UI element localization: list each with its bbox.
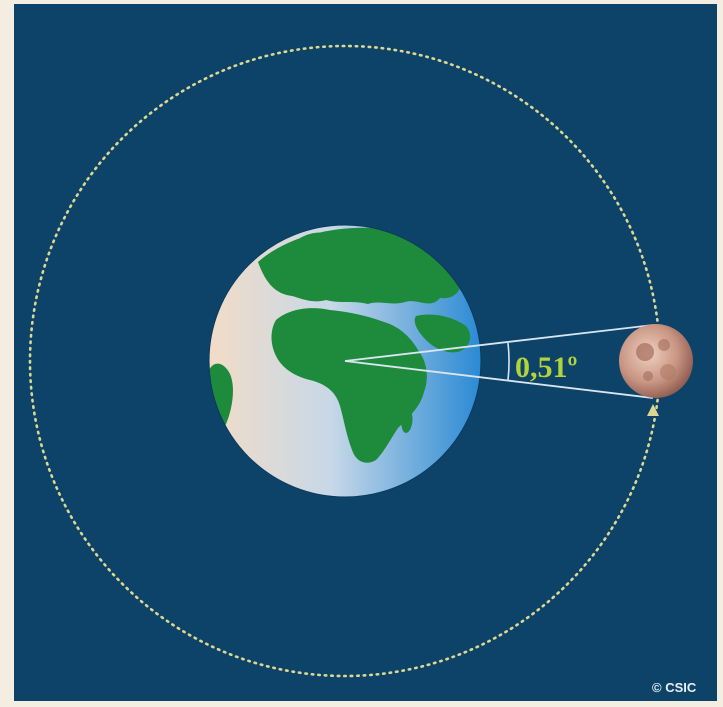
angle-label: 0,51º [515,351,578,384]
orbit-direction-arrow-icon [647,404,659,416]
credit-label: © CSIC [652,680,697,695]
moon-icon [619,324,693,398]
earth-icon [208,224,482,498]
sightlines [344,324,654,399]
